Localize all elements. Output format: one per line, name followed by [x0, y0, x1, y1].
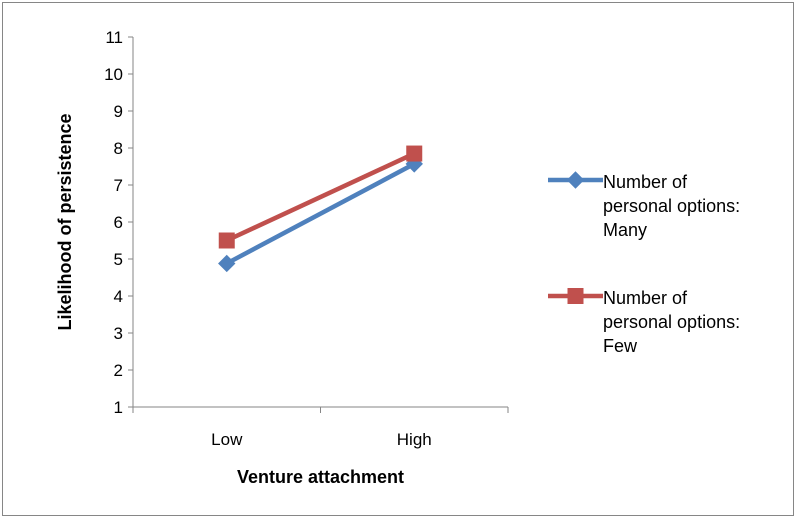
y-tick-label: 2	[114, 361, 123, 380]
x-tick-label: Low	[211, 430, 243, 449]
square-marker-icon	[567, 288, 584, 304]
x-tick-label: High	[397, 430, 432, 449]
y-tick-label: 1	[114, 398, 123, 417]
legend-label: Number of	[603, 172, 688, 192]
line-chart: 1 2 3 4 5 6 7 8 9 10 11 Low High Number of personal …	[55, 28, 740, 487]
series-2	[218, 145, 423, 249]
series-1	[218, 155, 423, 273]
y-tick-label: 3	[114, 324, 123, 343]
x-axis: Low High	[132, 406, 509, 449]
data-point	[218, 232, 235, 249]
legend-label: Few	[603, 336, 638, 356]
y-tick-label: 11	[105, 28, 123, 47]
y-axis: 1 2 3 4 5 6 7 8 9 10 11	[104, 28, 134, 417]
data-point	[218, 254, 236, 273]
series-line	[225, 151, 416, 243]
series-line	[225, 161, 416, 266]
data-point	[406, 145, 423, 162]
y-axis-title: Likelihood of persistence	[55, 113, 75, 330]
legend: Number of personal options: Many Number of p…	[548, 171, 740, 356]
y-tick-label: 9	[114, 102, 123, 121]
series-area	[218, 145, 423, 273]
x-axis-title: Venture attachment	[237, 467, 404, 487]
y-tick-label: 6	[114, 213, 123, 232]
legend-item: Number of personal options: Few	[548, 288, 740, 356]
diamond-marker-icon	[566, 171, 585, 189]
legend-item: Number of personal options: Many	[548, 171, 740, 240]
y-tick-label: 4	[114, 287, 123, 306]
y-tick-label: 10	[104, 65, 123, 84]
legend-label: Many	[603, 220, 647, 240]
y-tick-label: 8	[114, 139, 123, 158]
legend-label: Number of	[603, 288, 688, 308]
y-tick-label: 5	[114, 250, 123, 269]
y-tick-label: 7	[114, 176, 123, 195]
legend-label: personal options:	[603, 196, 740, 216]
legend-label: personal options:	[603, 312, 740, 332]
